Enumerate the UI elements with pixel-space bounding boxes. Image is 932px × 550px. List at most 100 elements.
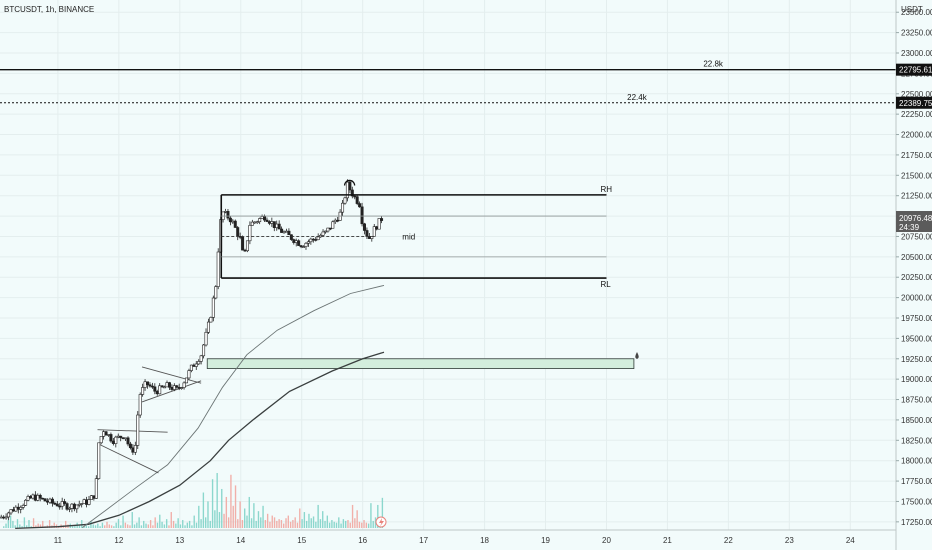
candle-body xyxy=(143,381,147,388)
volume-bar xyxy=(241,520,244,528)
current-price-text: 20976.48 xyxy=(899,214,932,223)
date-tick-label: 12 xyxy=(114,536,123,545)
volume-bar xyxy=(211,479,214,528)
candle-body xyxy=(358,203,362,208)
candle-body xyxy=(104,431,108,436)
volume-bar xyxy=(223,513,225,528)
volume-bar xyxy=(65,520,67,528)
candle-body xyxy=(121,437,125,439)
date-tick-label: 13 xyxy=(175,536,184,545)
volume-bar xyxy=(94,525,97,528)
chart-title: BTCUSDT, 1h, BINANCE xyxy=(4,5,94,14)
candle-body xyxy=(245,240,249,252)
candle-body xyxy=(228,217,232,223)
volume-bar xyxy=(133,524,136,528)
volume-bar xyxy=(370,503,372,528)
volume-bar xyxy=(246,515,248,528)
alert-drop-icon[interactable] xyxy=(635,352,639,359)
date-tick-label: 22 xyxy=(724,536,733,545)
candle-body xyxy=(282,231,286,234)
candle-body xyxy=(365,230,369,237)
date-tick-label: 20 xyxy=(602,536,611,545)
candle-body xyxy=(58,505,62,508)
candle-body xyxy=(250,221,254,226)
candle-body xyxy=(331,221,335,229)
volume-bar xyxy=(126,524,129,528)
candle-body xyxy=(270,221,274,224)
price-tick-label: 18750.00 xyxy=(901,396,932,405)
candle-body xyxy=(50,498,54,504)
candle-body xyxy=(158,385,162,395)
candle-body xyxy=(128,443,132,449)
moving-average-line xyxy=(15,351,385,530)
volume-bar xyxy=(35,525,37,528)
candle-body xyxy=(124,437,128,440)
lightning-icon[interactable] xyxy=(375,516,387,528)
candle-body xyxy=(36,494,40,501)
volume-bar xyxy=(335,522,338,528)
volume-bar xyxy=(294,517,296,528)
candle-body xyxy=(7,512,11,518)
volume-bar xyxy=(269,521,271,528)
candle-body xyxy=(41,497,45,500)
price-tick-label: 17750.00 xyxy=(901,477,932,486)
candle-body xyxy=(180,387,184,389)
candle-body xyxy=(43,498,47,502)
range-mid-label: mid xyxy=(402,232,415,241)
volume-bar xyxy=(351,504,354,528)
price-tick-label: 22500.00 xyxy=(901,90,932,99)
candle-body xyxy=(321,231,325,236)
candle-body xyxy=(160,385,164,388)
candle-body xyxy=(275,223,279,228)
price-tick-label: 21500.00 xyxy=(901,171,932,180)
volume-bar xyxy=(90,520,92,528)
candle-body xyxy=(277,223,281,230)
price-tick-label: 21250.00 xyxy=(901,192,932,201)
volume-bar xyxy=(74,525,76,528)
candle-body xyxy=(26,496,30,501)
candle-body xyxy=(260,216,264,219)
candle-body xyxy=(248,225,252,242)
volume-bar xyxy=(209,520,211,528)
volume-bar xyxy=(99,526,101,528)
volume-bar xyxy=(264,520,267,528)
horizontal-level-label: 22.8k xyxy=(703,60,724,69)
candle-body xyxy=(284,230,288,233)
volume-bar xyxy=(342,519,345,528)
candle-body xyxy=(148,384,152,387)
candle-body xyxy=(243,249,247,252)
candle-body xyxy=(185,377,189,384)
candle-body xyxy=(302,246,306,248)
candle-body xyxy=(343,197,347,204)
price-tick-label: 18500.00 xyxy=(901,416,932,425)
volume-bar xyxy=(361,522,363,528)
volume-bar xyxy=(239,501,241,528)
volume-bar xyxy=(310,518,312,528)
candle-body xyxy=(163,386,167,389)
candle-body xyxy=(211,297,215,318)
price-tick-label: 19750.00 xyxy=(901,314,932,323)
volume-bar xyxy=(145,523,147,528)
volume-bar xyxy=(328,522,331,528)
volume-bar xyxy=(115,522,117,528)
candles xyxy=(0,179,384,521)
volume-bar xyxy=(381,497,384,528)
volume-bar xyxy=(202,492,205,528)
volume-bar xyxy=(81,520,83,528)
volume-bar xyxy=(124,522,127,528)
level-price-badge-text: 22389.75 xyxy=(899,99,932,108)
volume-bar xyxy=(117,519,120,528)
volume-bar xyxy=(39,524,42,528)
price-tick-label: 18250.00 xyxy=(901,436,932,445)
time-axis[interactable]: 11 12 13 14 15 16 17 18 19 20 21 22 23 24 xyxy=(54,536,856,545)
volume-bar xyxy=(42,520,44,528)
volume-bar xyxy=(165,519,168,528)
volume-bar xyxy=(168,525,170,528)
candle-body xyxy=(236,227,240,237)
candle-body xyxy=(136,414,140,446)
candle-body xyxy=(241,237,245,251)
candle-body xyxy=(355,196,359,204)
volume-bar xyxy=(28,520,30,528)
